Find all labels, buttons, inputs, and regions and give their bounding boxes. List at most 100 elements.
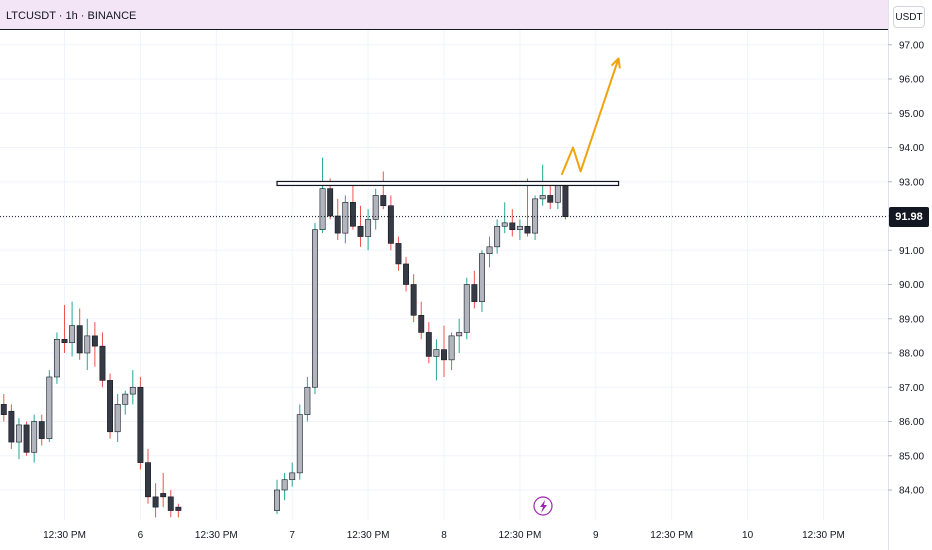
event-icon[interactable] <box>533 496 553 516</box>
candle <box>61 305 68 353</box>
candle <box>145 448 151 504</box>
price-axis[interactable] <box>888 0 932 550</box>
candle-body <box>289 472 296 481</box>
candle <box>281 472 288 501</box>
candle <box>410 274 417 323</box>
candle <box>418 301 425 340</box>
candle <box>46 370 53 443</box>
candle-body <box>304 386 311 415</box>
candle <box>342 195 349 244</box>
candle-body <box>562 184 569 217</box>
time-tick-label: 12:30 PM <box>498 530 541 541</box>
time-tick-label: 12:30 PM <box>802 530 845 541</box>
candle <box>84 318 91 371</box>
candle-body <box>31 421 38 453</box>
candle <box>334 198 341 240</box>
price-tick-label: 94.00 <box>899 143 924 154</box>
candle <box>501 202 508 234</box>
candle-body <box>23 424 30 453</box>
candle <box>471 270 478 309</box>
candle-body <box>532 198 539 234</box>
candle-body <box>122 393 129 405</box>
candle-body <box>395 243 402 265</box>
last-price-badge: 91.98 <box>889 206 929 227</box>
candle-body <box>327 188 334 217</box>
candle <box>516 219 523 240</box>
candle <box>425 322 432 364</box>
candle <box>509 209 516 237</box>
candle <box>433 339 440 381</box>
candle <box>365 209 372 251</box>
symbol-label[interactable]: LTCUSDT · 1h · BINANCE <box>6 10 137 22</box>
candle <box>372 188 379 230</box>
candle-body <box>53 338 60 378</box>
time-tick-label: 8 <box>441 530 447 541</box>
candle <box>539 164 546 206</box>
candle-body <box>61 338 68 344</box>
candle <box>122 390 129 415</box>
candle-body <box>357 225 364 237</box>
candle-body <box>471 284 478 302</box>
candle-body <box>274 489 280 511</box>
candle-body <box>319 188 326 231</box>
candle <box>175 503 182 518</box>
candle-body <box>554 184 561 203</box>
candle <box>532 195 539 240</box>
candle <box>319 157 326 234</box>
price-tick-label: 87.00 <box>899 383 924 394</box>
candle-body <box>46 376 53 439</box>
candle-body <box>99 345 106 381</box>
price-tick-label: 85.00 <box>899 451 924 462</box>
currency-unit-button[interactable]: USDT <box>893 6 925 28</box>
candle-body <box>145 462 151 498</box>
candle-body <box>0 404 7 415</box>
candle-body <box>365 219 372 237</box>
candle <box>395 236 402 271</box>
candle <box>312 222 318 395</box>
candle-body <box>129 386 136 395</box>
candle <box>152 483 159 518</box>
candle-body <box>539 195 546 200</box>
candle-body <box>372 195 379 220</box>
candle <box>167 490 174 518</box>
candle-body <box>509 222 516 231</box>
price-tick-label: 97.00 <box>899 40 924 51</box>
candle-body <box>114 404 121 433</box>
price-tick-label: 93.00 <box>899 177 924 188</box>
time-axis-labels: 12:30 PM 6 12:30 PM 7 12:30 PM 8 12:30 PM 9 12:3… <box>43 530 845 541</box>
time-tick-label: 6 <box>138 530 144 541</box>
candle-body <box>342 202 349 234</box>
candle-body <box>349 202 356 227</box>
candle <box>23 421 30 456</box>
candle-body <box>448 335 455 361</box>
candle-body <box>516 225 523 230</box>
candle <box>91 322 98 367</box>
candle <box>0 394 7 422</box>
candle <box>53 332 60 384</box>
candle-body <box>107 380 114 433</box>
candle <box>274 479 280 514</box>
candle <box>403 257 410 292</box>
candle-body <box>524 225 531 234</box>
price-tick-label: 86.00 <box>899 417 924 428</box>
candle <box>562 181 569 220</box>
candle-body <box>69 325 76 344</box>
resistance-zone <box>276 180 620 187</box>
candle <box>463 277 470 340</box>
candles <box>0 157 569 518</box>
candle-body <box>281 479 288 491</box>
projection-arrow-head <box>610 57 621 69</box>
candle <box>547 185 554 210</box>
candle <box>448 332 455 371</box>
price-tick-label: 88.00 <box>899 349 924 360</box>
candle-body <box>38 421 45 439</box>
candle <box>289 462 296 487</box>
candle <box>137 376 144 470</box>
time-tick-label: 12:30 PM <box>650 530 693 541</box>
candle-body <box>160 493 167 498</box>
candle-body <box>8 410 15 443</box>
candle <box>38 414 45 446</box>
candle <box>380 171 387 210</box>
